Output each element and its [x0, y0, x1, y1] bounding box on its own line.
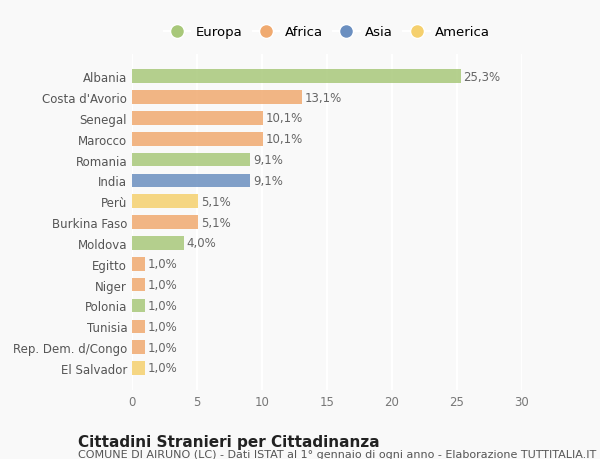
Bar — [132, 133, 263, 146]
Text: 4,0%: 4,0% — [187, 237, 217, 250]
Bar — [132, 361, 145, 375]
Text: 5,1%: 5,1% — [201, 196, 230, 208]
Text: 5,1%: 5,1% — [201, 216, 230, 229]
Bar — [132, 237, 184, 250]
Bar — [132, 70, 461, 84]
Bar — [132, 91, 302, 105]
Text: 1,0%: 1,0% — [148, 257, 178, 271]
Bar — [132, 174, 250, 188]
Bar — [132, 112, 263, 125]
Text: 10,1%: 10,1% — [266, 133, 303, 146]
Text: 1,0%: 1,0% — [148, 341, 178, 354]
Text: 9,1%: 9,1% — [253, 154, 283, 167]
Text: 10,1%: 10,1% — [266, 112, 303, 125]
Bar — [132, 195, 198, 208]
Text: 1,0%: 1,0% — [148, 320, 178, 333]
Text: 1,0%: 1,0% — [148, 279, 178, 291]
Text: 13,1%: 13,1% — [305, 91, 342, 104]
Text: 9,1%: 9,1% — [253, 174, 283, 188]
Bar — [132, 341, 145, 354]
Legend: Europa, Africa, Asia, America: Europa, Africa, Asia, America — [163, 25, 491, 40]
Bar — [132, 257, 145, 271]
Bar — [132, 153, 250, 167]
Text: 1,0%: 1,0% — [148, 299, 178, 312]
Bar — [132, 216, 198, 230]
Text: 25,3%: 25,3% — [464, 71, 500, 84]
Bar — [132, 278, 145, 292]
Bar — [132, 299, 145, 313]
Text: COMUNE DI AIRUNO (LC) - Dati ISTAT al 1° gennaio di ogni anno - Elaborazione TUT: COMUNE DI AIRUNO (LC) - Dati ISTAT al 1°… — [78, 449, 596, 459]
Bar — [132, 320, 145, 333]
Text: Cittadini Stranieri per Cittadinanza: Cittadini Stranieri per Cittadinanza — [78, 434, 380, 449]
Text: 1,0%: 1,0% — [148, 362, 178, 375]
